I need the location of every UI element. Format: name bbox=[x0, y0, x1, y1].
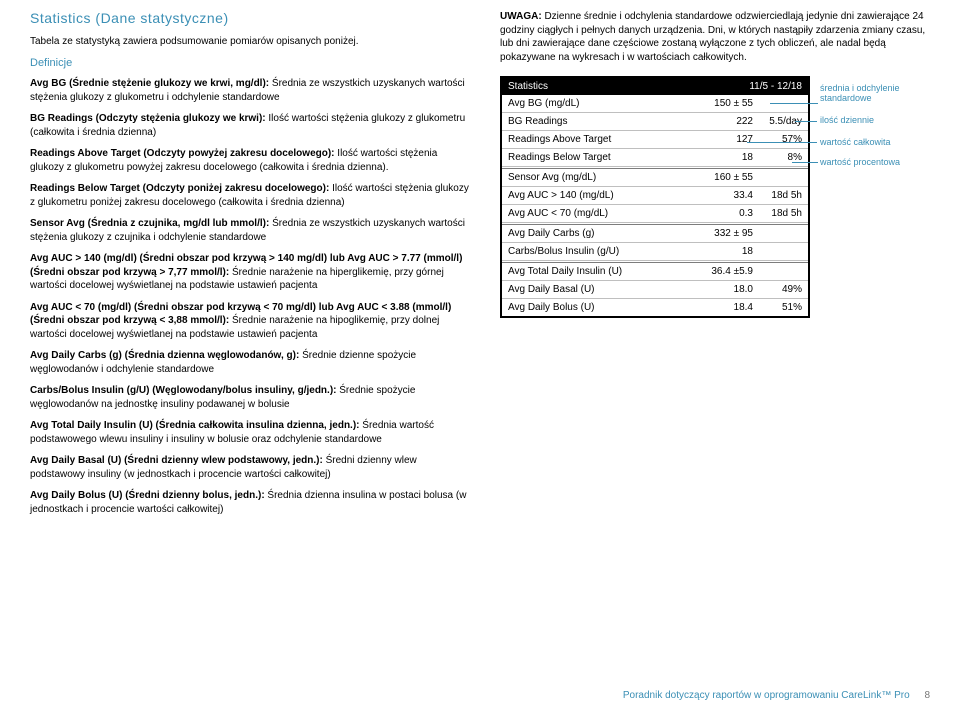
table-row: BG Readings2225.5/day bbox=[501, 113, 809, 131]
row-extra bbox=[759, 225, 809, 243]
row-extra: 18d 5h bbox=[759, 205, 809, 223]
row-extra: 49% bbox=[759, 281, 809, 299]
row-extra bbox=[759, 169, 809, 187]
annot-line-1 bbox=[770, 103, 818, 104]
row-label: Avg BG (mg/dL) bbox=[501, 95, 682, 113]
definition-term: BG Readings (Odczyty stężenia glukozy we… bbox=[30, 113, 266, 124]
row-value: 36.4 ±5.9 bbox=[682, 263, 759, 281]
footer: Poradnik dotyczący raportów w oprogramow… bbox=[623, 690, 930, 701]
row-label: Sensor Avg (mg/dL) bbox=[501, 169, 682, 187]
annot-mean-sd: średnia i odchyleniestandardowe bbox=[820, 84, 900, 104]
page-number: 8 bbox=[924, 690, 930, 701]
definition-item: Avg BG (Średnie stężenie glukozy we krwi… bbox=[30, 77, 470, 104]
row-extra bbox=[759, 263, 809, 281]
row-label: Avg Total Daily Insulin (U) bbox=[501, 263, 682, 281]
th-right: 11/5 - 12/18 bbox=[682, 77, 809, 95]
definition-item: Avg Total Daily Insulin (U) (Średnia cał… bbox=[30, 419, 470, 446]
row-value: 222 bbox=[682, 113, 759, 131]
row-label: Readings Below Target bbox=[501, 149, 682, 167]
table-row: Avg AUC > 140 (mg/dL)33.418d 5h bbox=[501, 187, 809, 205]
table-row: Readings Above Target12757% bbox=[501, 131, 809, 149]
table-row: Avg Daily Bolus (U)18.451% bbox=[501, 299, 809, 318]
table-row: Avg Total Daily Insulin (U)36.4 ±5.9 bbox=[501, 263, 809, 281]
row-value: 332 ± 95 bbox=[682, 225, 759, 243]
intro-text: Tabela ze statystyką zawiera podsumowani… bbox=[30, 36, 470, 47]
definition-term: Avg Daily Carbs (g) (Średnia dzienna węg… bbox=[30, 350, 299, 361]
definition-item: Avg Daily Basal (U) (Średni dzienny wlew… bbox=[30, 454, 470, 481]
table-row: Avg Daily Basal (U)18.049% bbox=[501, 281, 809, 299]
row-label: Carbs/Bolus Insulin (g/U) bbox=[501, 243, 682, 261]
definition-term: Avg Daily Bolus (U) (Średni dzienny bolu… bbox=[30, 490, 265, 501]
row-value: 18.4 bbox=[682, 299, 759, 318]
definition-item: Avg AUC > 140 (mg/dl) (Średni obszar pod… bbox=[30, 252, 470, 293]
definition-item: Readings Below Target (Odczyty poniżej z… bbox=[30, 182, 470, 209]
table-row: Readings Below Target188% bbox=[501, 149, 809, 167]
row-value: 0.3 bbox=[682, 205, 759, 223]
section-title: Statistics (Dane statystyczne) bbox=[30, 10, 470, 26]
row-extra: 57% bbox=[759, 131, 809, 149]
definition-term: Avg BG (Średnie stężenie glukozy we krwi… bbox=[30, 78, 269, 89]
definition-item: Avg Daily Carbs (g) (Średnia dzienna węg… bbox=[30, 349, 470, 376]
note-label: UWAGA: bbox=[500, 11, 542, 22]
row-label: Avg Daily Basal (U) bbox=[501, 281, 682, 299]
row-extra bbox=[759, 243, 809, 261]
annot-line-2 bbox=[795, 121, 817, 122]
row-label: Avg AUC > 140 (mg/dL) bbox=[501, 187, 682, 205]
definitions-list: Avg BG (Średnie stężenie glukozy we krwi… bbox=[30, 77, 470, 516]
definition-term: Avg Daily Basal (U) (Średni dzienny wlew… bbox=[30, 455, 323, 466]
row-value: 18 bbox=[682, 149, 759, 167]
annot-percent: wartość procentowa bbox=[820, 158, 900, 168]
row-label: Avg AUC < 70 (mg/dL) bbox=[501, 205, 682, 223]
row-label: Avg Daily Carbs (g) bbox=[501, 225, 682, 243]
row-value: 150 ± 55 bbox=[682, 95, 759, 113]
row-value: 33.4 bbox=[682, 187, 759, 205]
table-row: Sensor Avg (mg/dL)160 ± 55 bbox=[501, 169, 809, 187]
row-value: 18.0 bbox=[682, 281, 759, 299]
row-label: Readings Above Target bbox=[501, 131, 682, 149]
definition-item: Avg Daily Bolus (U) (Średni dzienny bolu… bbox=[30, 489, 470, 516]
annot-line-4 bbox=[792, 162, 818, 163]
row-value: 18 bbox=[682, 243, 759, 261]
row-value: 160 ± 55 bbox=[682, 169, 759, 187]
definition-term: Avg Total Daily Insulin (U) (Średnia cał… bbox=[30, 420, 360, 431]
stats-table: Statistics 11/5 - 12/18 Avg BG (mg/dL)15… bbox=[500, 76, 810, 318]
annot-total: wartość całkowita bbox=[820, 138, 891, 148]
row-label: BG Readings bbox=[501, 113, 682, 131]
footer-text: Poradnik dotyczący raportów w oprogramow… bbox=[623, 690, 910, 701]
note-text: UWAGA: Dzienne średnie i odchylenia stan… bbox=[500, 10, 930, 64]
definition-term: Sensor Avg (Średnia z czujnika, mg/dl lu… bbox=[30, 218, 269, 229]
definition-item: Readings Above Target (Odczyty powyżej z… bbox=[30, 147, 470, 174]
row-label: Avg Daily Bolus (U) bbox=[501, 299, 682, 318]
row-extra: 18d 5h bbox=[759, 187, 809, 205]
th-left: Statistics bbox=[501, 77, 682, 95]
table-row: Avg AUC < 70 (mg/dL)0.318d 5h bbox=[501, 205, 809, 223]
table-row: Avg Daily Carbs (g)332 ± 95 bbox=[501, 225, 809, 243]
annot-line-3 bbox=[747, 142, 817, 143]
definitions-heading: Definicje bbox=[30, 57, 470, 69]
table-row: Avg BG (mg/dL)150 ± 55 bbox=[501, 95, 809, 113]
stats-table-wrap: Statistics 11/5 - 12/18 Avg BG (mg/dL)15… bbox=[500, 76, 930, 318]
note-body: Dzienne średnie i odchylenia standardowe… bbox=[500, 11, 925, 63]
annot-per-day: ilość dziennie bbox=[820, 116, 874, 126]
definition-item: Sensor Avg (Średnia z czujnika, mg/dl lu… bbox=[30, 217, 470, 244]
table-row: Carbs/Bolus Insulin (g/U)18 bbox=[501, 243, 809, 261]
definition-term: Readings Above Target (Odczyty powyżej z… bbox=[30, 148, 335, 159]
definition-item: BG Readings (Odczyty stężenia glukozy we… bbox=[30, 112, 470, 139]
definition-item: Avg AUC < 70 (mg/dl) (Średni obszar pod … bbox=[30, 301, 470, 342]
row-extra: 8% bbox=[759, 149, 809, 167]
row-value: 127 bbox=[682, 131, 759, 149]
row-extra: 51% bbox=[759, 299, 809, 318]
definition-term: Carbs/Bolus Insulin (g/U) (Węglowodany/b… bbox=[30, 385, 336, 396]
definition-item: Carbs/Bolus Insulin (g/U) (Węglowodany/b… bbox=[30, 384, 470, 411]
definition-term: Readings Below Target (Odczyty poniżej z… bbox=[30, 183, 329, 194]
